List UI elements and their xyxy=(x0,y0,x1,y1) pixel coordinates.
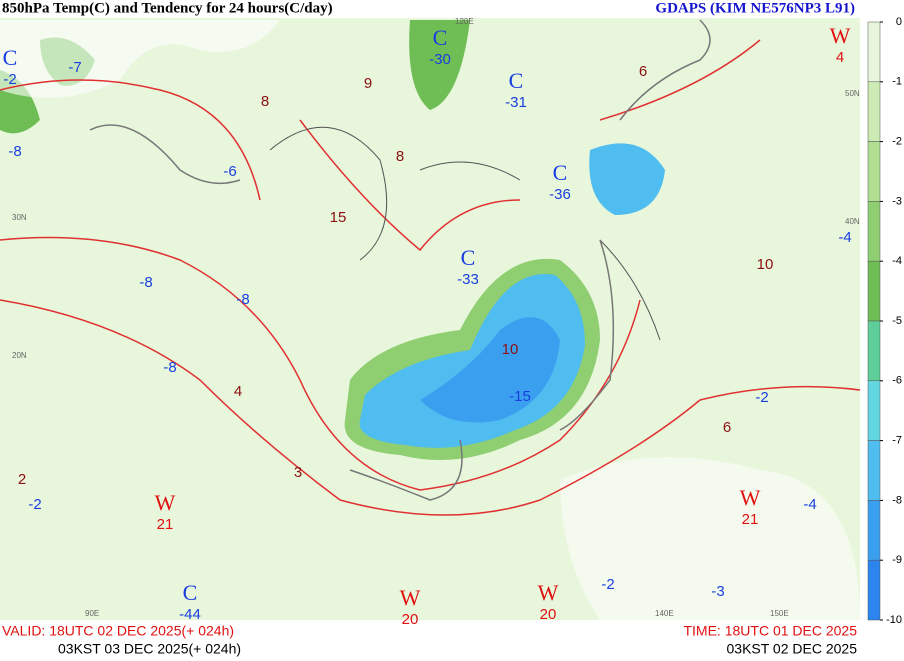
colorbar-bin xyxy=(867,500,881,561)
colorbar-bin xyxy=(867,440,881,501)
center-symbol: C xyxy=(183,580,198,605)
model-name: GDAPS (KIM NE576NP3 L91) xyxy=(655,0,855,16)
graticule-label: 50N xyxy=(845,89,860,98)
center-symbol: W xyxy=(538,580,559,605)
valid-time: VALID: 18UTC 02 DEC 2025(+ 024h) xyxy=(2,623,234,639)
center-symbol: C xyxy=(433,25,448,50)
contour-label: -3 xyxy=(711,583,724,600)
contour-label: 10 xyxy=(757,256,774,273)
contour-label: -8 xyxy=(236,291,249,308)
graticule-label: 90E xyxy=(85,609,99,618)
graticule-label: 40N xyxy=(845,217,860,226)
contour-label: 8 xyxy=(396,148,404,165)
contour-label: -8 xyxy=(139,274,152,291)
contour-label: -15 xyxy=(509,388,531,405)
temperature-contours xyxy=(0,39,861,516)
colorbar-bin xyxy=(867,201,881,262)
colorbar-bin xyxy=(867,260,881,322)
center-value: 21 xyxy=(157,516,174,533)
center-value: -33 xyxy=(457,271,479,288)
center-symbol: C xyxy=(461,245,476,270)
contour-label: -6 xyxy=(223,163,236,180)
colorbar-label: -4 xyxy=(892,255,902,267)
contour-label: 8 xyxy=(261,93,269,110)
contour-label: -2 xyxy=(28,496,41,513)
contour-label: 10 xyxy=(502,341,519,358)
center-value: 4 xyxy=(836,49,844,66)
map-title: 850hPa Temp(C) and Tendency for 24 hours… xyxy=(2,0,333,16)
center-symbol: C xyxy=(509,68,524,93)
contour-label: -2 xyxy=(601,576,614,593)
init-kst: 03KST 02 DEC 2025 xyxy=(727,641,858,657)
colorbar-bin xyxy=(867,380,881,441)
center-symbol: W xyxy=(830,23,851,48)
contour-label: -7 xyxy=(68,59,81,76)
colorbar-bin xyxy=(867,81,881,142)
center-symbol: C xyxy=(553,160,568,185)
graticule-label: 30N xyxy=(12,213,27,222)
colorbar-label: 0 xyxy=(896,16,902,28)
center-value: -44 xyxy=(179,606,201,623)
center-value: -36 xyxy=(549,186,571,203)
cold-area xyxy=(0,20,860,620)
init-time: TIME: 18UTC 01 DEC 2025 xyxy=(683,623,857,639)
contour-label: 9 xyxy=(364,75,372,92)
coastlines xyxy=(89,19,711,501)
center-symbol: W xyxy=(155,490,176,515)
colorbar-bin xyxy=(867,559,881,621)
colorbar-label: -5 xyxy=(892,315,902,327)
center-value: -2 xyxy=(3,71,16,88)
colorbar-label: -6 xyxy=(892,375,902,387)
colorbar-label: -7 xyxy=(892,435,902,447)
colorbar-bin xyxy=(867,141,881,202)
contour-label: -4 xyxy=(838,229,851,246)
graticule-label: 120E xyxy=(455,17,474,26)
graticule-label: 20N xyxy=(12,351,27,360)
contour-label: -8 xyxy=(8,143,21,160)
contour-label: -8 xyxy=(163,359,176,376)
contour-label: 15 xyxy=(330,209,347,226)
center-symbol: W xyxy=(400,585,421,610)
contour-label: 6 xyxy=(639,63,647,80)
center-value: 20 xyxy=(402,611,419,628)
colorbar-label: -2 xyxy=(892,136,902,148)
center-symbol: C xyxy=(3,45,18,70)
center-value: -30 xyxy=(429,51,451,68)
colorbar-label: -3 xyxy=(892,195,902,207)
center-value: 21 xyxy=(742,511,759,528)
valid-kst: 03KST 03 DEC 2025(+ 024h) xyxy=(58,641,241,657)
colorbar-label: -8 xyxy=(892,494,902,506)
contour-label: 3 xyxy=(294,464,302,481)
graticule-label: 150E xyxy=(770,609,789,618)
contour-label: 4 xyxy=(234,383,242,400)
colorbar-label: -10 xyxy=(886,614,902,626)
contour-label: -2 xyxy=(755,389,768,406)
contour-label: -4 xyxy=(803,496,816,513)
tendency-contours xyxy=(269,126,661,341)
colorbar-bin xyxy=(867,21,881,83)
contour-label: 6 xyxy=(723,419,731,436)
contour-label: 2 xyxy=(18,471,26,488)
colorbar-bin xyxy=(867,320,881,382)
center-value: 20 xyxy=(540,606,557,623)
colorbar-label: -1 xyxy=(892,76,902,88)
center-symbol: W xyxy=(740,485,761,510)
graticule-label: 140E xyxy=(655,609,674,618)
colorbar-label: -9 xyxy=(892,554,902,566)
center-value: -31 xyxy=(505,94,527,111)
